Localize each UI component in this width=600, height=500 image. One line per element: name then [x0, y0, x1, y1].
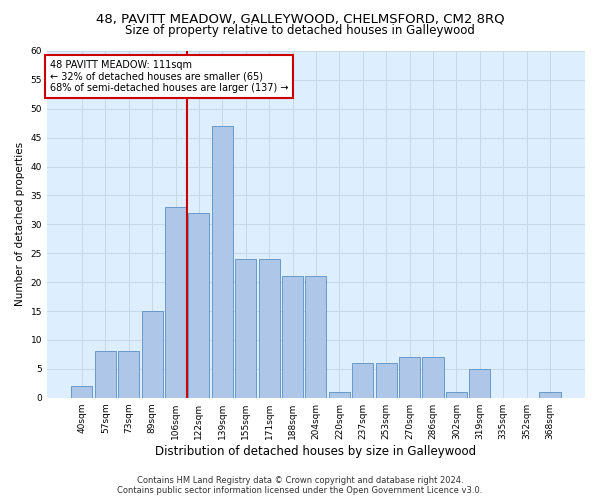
Y-axis label: Number of detached properties: Number of detached properties: [15, 142, 25, 306]
Bar: [235, 259, 256, 398]
Bar: [446, 392, 467, 398]
Bar: [142, 311, 163, 398]
Bar: [305, 276, 326, 398]
Bar: [539, 392, 560, 398]
Bar: [329, 392, 350, 398]
Bar: [95, 352, 116, 398]
X-axis label: Distribution of detached houses by size in Galleywood: Distribution of detached houses by size …: [155, 444, 476, 458]
Bar: [469, 369, 490, 398]
Bar: [165, 207, 186, 398]
Bar: [399, 358, 420, 398]
Bar: [282, 276, 303, 398]
Bar: [259, 259, 280, 398]
Bar: [422, 358, 443, 398]
Bar: [212, 126, 233, 398]
Text: 48 PAVITT MEADOW: 111sqm
← 32% of detached houses are smaller (65)
68% of semi-d: 48 PAVITT MEADOW: 111sqm ← 32% of detach…: [50, 60, 288, 93]
Text: Contains HM Land Registry data © Crown copyright and database right 2024.
Contai: Contains HM Land Registry data © Crown c…: [118, 476, 482, 495]
Bar: [352, 363, 373, 398]
Bar: [118, 352, 139, 398]
Bar: [376, 363, 397, 398]
Text: 48, PAVITT MEADOW, GALLEYWOOD, CHELMSFORD, CM2 8RQ: 48, PAVITT MEADOW, GALLEYWOOD, CHELMSFOR…: [95, 12, 505, 26]
Bar: [188, 213, 209, 398]
Bar: [71, 386, 92, 398]
Text: Size of property relative to detached houses in Galleywood: Size of property relative to detached ho…: [125, 24, 475, 37]
